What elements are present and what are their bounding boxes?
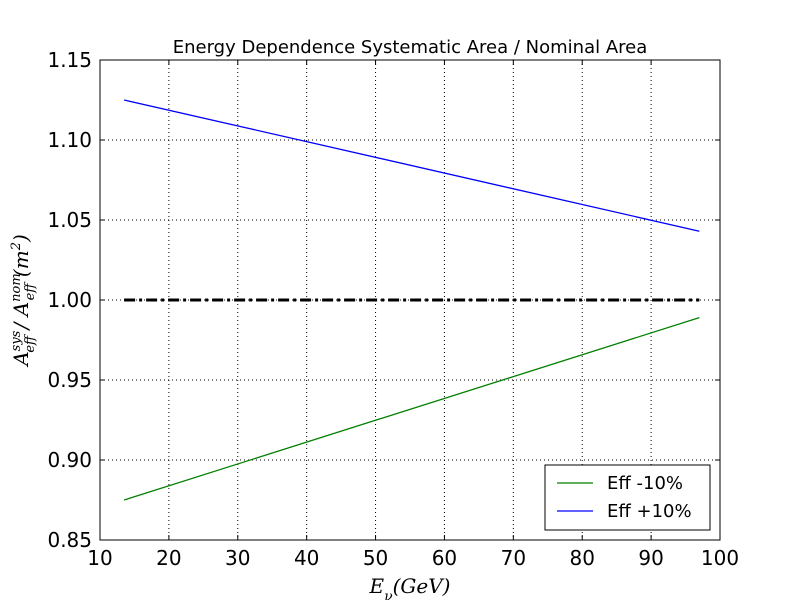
legend: Eff -10% Eff +10%	[544, 464, 711, 531]
legend-label-eff-plus: Eff +10%	[607, 501, 692, 522]
y-axis-label: Asyseff / Anomeff (m2)	[9, 234, 38, 368]
legend-box	[544, 464, 711, 531]
x-tick-label: 10	[87, 546, 112, 570]
series-line-eff-minus-10	[123, 316, 700, 501]
x-tick-label: 90	[638, 546, 663, 570]
series-group	[123, 99, 700, 501]
x-tick-label: 40	[294, 546, 319, 570]
axis-ticks: 10 20 30 40 50 60 70 80 90 100 0.85 0.90 0.95 1.00 1.0…	[47, 48, 739, 570]
x-tick-label: 20	[156, 546, 181, 570]
y-tick-label: 0.85	[47, 528, 92, 552]
x-tick-label: 30	[225, 546, 250, 570]
x-axis-label: Eν(GeV)	[369, 574, 451, 600]
series-line-eff-plus-10	[123, 99, 700, 232]
x-tick-label: 50	[363, 546, 388, 570]
y-tick-label: 1.00	[47, 288, 92, 312]
legend-label-eff-minus: Eff -10%	[607, 473, 683, 494]
y-tick-label: 1.05	[47, 208, 92, 232]
y-tick-label: 0.90	[47, 448, 92, 472]
y-tick-label: 0.95	[47, 368, 92, 392]
y-tick-label: 1.10	[47, 128, 92, 152]
x-tick-label: 100	[701, 546, 739, 570]
x-tick-label: 60	[432, 546, 457, 570]
chart-title: Energy Dependence Systematic Area / Nomi…	[173, 37, 648, 58]
x-tick-label: 70	[501, 546, 526, 570]
x-tick-label: 80	[569, 546, 594, 570]
y-tick-label: 1.15	[47, 48, 92, 72]
